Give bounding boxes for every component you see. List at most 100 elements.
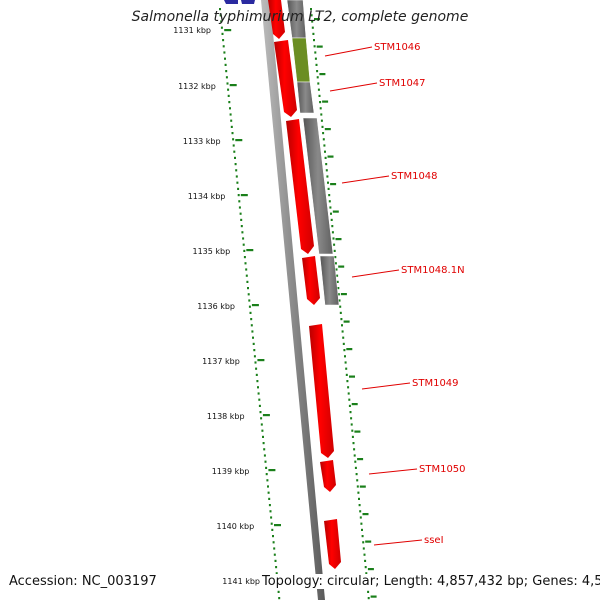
- gc-skew-dot: [238, 206, 241, 209]
- gc-skew-dot: [359, 510, 362, 513]
- gc-skew-dot: [339, 311, 342, 314]
- gc-skew-dot: [331, 225, 334, 228]
- gc-skew-dot: [263, 454, 266, 457]
- kbp-tick-label: 1132 kbp: [178, 82, 216, 91]
- gc-skew-dot: [234, 163, 237, 166]
- gc-skew-dot: [243, 249, 246, 252]
- gc-skew-dot: [352, 442, 355, 445]
- gc-skew-dot: [266, 479, 269, 482]
- gc-skew-dot: [365, 572, 368, 575]
- gc-skew-dot: [243, 256, 246, 259]
- gc-skew-dot: [364, 559, 367, 562]
- gc-skew-dot: [244, 262, 247, 265]
- gc-skew-dash: [324, 128, 331, 131]
- gc-skew-dot: [350, 423, 353, 426]
- kbp-tick-label: 1137 kbp: [202, 357, 240, 366]
- gc-skew-dot: [253, 349, 256, 352]
- kbp-tick-label: 1133 kbp: [183, 137, 221, 146]
- gc-skew-dot: [344, 361, 347, 364]
- cog-segment-3: [302, 117, 334, 255]
- gc-skew-dot: [367, 590, 370, 593]
- gc-skew-dot: [324, 150, 326, 153]
- gc-skew-dot: [227, 88, 230, 91]
- gc-skew-dot: [317, 82, 320, 85]
- gc-skew-dot: [250, 324, 253, 327]
- gene-leader-line: [351, 269, 400, 278]
- gc-skew-dot: [348, 398, 351, 401]
- gc-skew-dot: [333, 243, 336, 246]
- topology-text: Topology: circular; Length: 4,857,432 bp…: [262, 574, 600, 589]
- gc-skew-dot: [356, 485, 359, 488]
- kbp-tick-label: 1135 kbp: [192, 247, 230, 256]
- gc-skew-dash: [349, 375, 355, 378]
- gc-skew-dot: [241, 231, 244, 234]
- gc-skew-dot: [310, 14, 313, 17]
- gc-skew-dot: [255, 367, 258, 370]
- gc-skew-dot: [225, 76, 228, 79]
- gc-skew-dot: [220, 20, 223, 23]
- gc-skew-dot: [312, 32, 315, 35]
- gc-skew-dot: [262, 435, 264, 438]
- gc-skew-dash: [351, 403, 358, 406]
- gc-skew-dot: [260, 423, 263, 426]
- gc-skew-dot: [346, 380, 349, 383]
- gc-skew-dot: [273, 547, 276, 550]
- gc-skew-dot: [235, 169, 238, 172]
- gc-skew-dot: [261, 429, 264, 432]
- gene-leader-line: [361, 382, 411, 390]
- gc-skew-dot: [314, 51, 317, 54]
- gc-skew-dot: [229, 107, 231, 110]
- gc-skew-dot: [247, 293, 250, 296]
- gene-leader-line: [368, 468, 418, 475]
- gc-skew-dash: [268, 469, 276, 472]
- gc-skew-dot: [277, 590, 280, 593]
- gc-skew-dash: [330, 183, 337, 186]
- gc-skew-dash: [246, 249, 254, 252]
- gc-skew-dot: [267, 485, 269, 488]
- gc-skew-dot: [226, 82, 229, 85]
- gc-skew-dot: [222, 39, 225, 42]
- gc-skew-dot: [327, 187, 330, 190]
- gc-skew-dot: [272, 541, 275, 544]
- gc-skew-dot: [268, 497, 271, 500]
- gc-skew-dot: [221, 32, 224, 35]
- gene-label: STM1050: [419, 464, 466, 475]
- gc-skew-dot: [236, 181, 239, 184]
- gc-skew-dot: [245, 268, 248, 271]
- kbp-tick-label: 1141 kbp: [222, 577, 260, 586]
- gc-skew-dot: [331, 231, 334, 234]
- gc-skew-dot: [349, 411, 352, 414]
- gc-skew-dot: [223, 51, 226, 54]
- kbp-tick-label: 1138 kbp: [207, 412, 245, 421]
- gc-skew-dot: [336, 280, 339, 283]
- gc-skew-track: [219, 8, 377, 600]
- gc-skew-dot: [345, 367, 348, 370]
- gc-skew-dot: [265, 466, 268, 469]
- gc-skew-dot: [259, 411, 262, 414]
- gc-skew-dot: [268, 504, 271, 507]
- gene-arrow-stm1050: [320, 460, 336, 492]
- gc-skew-dot: [367, 597, 370, 600]
- gc-skew-dash: [327, 155, 334, 158]
- gc-skew-dot: [358, 504, 361, 507]
- gc-skew-dot: [257, 392, 260, 395]
- gc-skew-dot: [260, 417, 263, 420]
- gc-skew-dot: [361, 535, 364, 538]
- accession-text: Accession: NC_003197: [9, 574, 157, 589]
- gc-skew-dot: [238, 200, 241, 203]
- gc-skew-dash: [359, 485, 366, 488]
- gc-skew-dot: [219, 8, 221, 11]
- gc-skew-dash: [357, 458, 364, 461]
- gc-skew-dot: [229, 113, 232, 116]
- gc-skew-dot: [347, 386, 350, 389]
- gc-skew-dot: [273, 553, 276, 556]
- gc-skew-dot: [270, 516, 273, 519]
- gene-track: [268, 0, 341, 569]
- gc-skew-dash: [235, 139, 243, 142]
- gc-skew-dot: [320, 113, 323, 116]
- gc-skew-dot: [258, 404, 261, 407]
- gc-skew-dot: [255, 373, 258, 376]
- kbp-tick-label: 1140 kbp: [216, 522, 254, 531]
- gene-arrow-stm1049: [309, 324, 334, 458]
